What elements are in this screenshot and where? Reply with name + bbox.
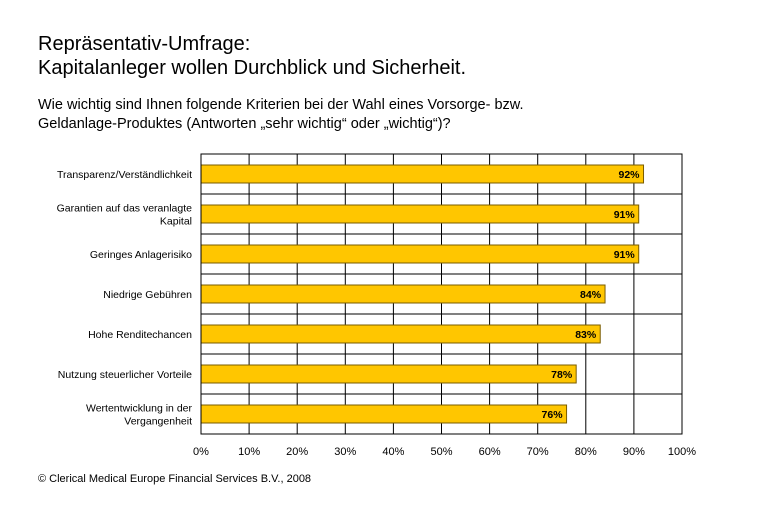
- x-tick-label: 20%: [286, 446, 308, 458]
- category-label: Geringes Anlagerisiko: [90, 249, 192, 261]
- category-label: Vergangenheit: [124, 416, 192, 428]
- plot-border: [200, 153, 683, 435]
- bar: [200, 244, 640, 264]
- bar-value-label: 78%: [551, 369, 573, 381]
- x-tick-label: 40%: [382, 446, 404, 458]
- category-label: Garantien auf das veranlagte: [57, 203, 193, 215]
- category-label: Nutzung steuerlicher Vorteile: [58, 369, 192, 381]
- title-line-2: Kapitalanleger wollen Durchblick und Sic…: [38, 57, 467, 79]
- subtitle-line-2: Geldanlage-Produktes (Antworten „sehr wi…: [38, 116, 451, 132]
- x-tick-label: 70%: [527, 446, 549, 458]
- x-tick-label: 60%: [479, 446, 501, 458]
- category-label: Transparenz/Verständlichkeit: [57, 169, 192, 181]
- category-label: Wertentwicklung in der: [86, 403, 193, 415]
- subtitle-line-1: Wie wichtig sind Ihnen folgende Kriterie…: [38, 97, 524, 113]
- bar: [200, 204, 640, 224]
- x-tick-label: 50%: [430, 446, 452, 458]
- bar-value-label: 76%: [542, 409, 564, 421]
- x-tick-label: 80%: [575, 446, 597, 458]
- chart-subtitle: Wie wichtig sind Ihnen folgende Kriterie…: [38, 96, 523, 134]
- copyright-footer: © Clerical Medical Europe Financial Serv…: [38, 473, 312, 485]
- x-tick-label: 0%: [193, 446, 209, 458]
- bar-value-label: 92%: [619, 169, 641, 181]
- title-line-1: Repräsentativ-Umfrage:: [38, 33, 251, 55]
- bar: [200, 164, 645, 184]
- category-label: Niedrige Gebühren: [103, 289, 192, 301]
- bar-value-label: 91%: [614, 249, 636, 261]
- x-tick-label: 90%: [623, 446, 645, 458]
- category-label: Kapital: [160, 216, 192, 228]
- category-label: Hohe Renditechancen: [88, 329, 192, 341]
- bar: [200, 404, 568, 424]
- x-tick-label: 10%: [238, 446, 260, 458]
- bar: [200, 284, 606, 304]
- chart-title: Repräsentativ-Umfrage: Kapitalanleger wo…: [38, 32, 466, 80]
- x-tick-label: 100%: [668, 446, 696, 458]
- bar: [200, 324, 601, 344]
- bar-value-label: 84%: [580, 289, 602, 301]
- bar-value-label: 91%: [614, 209, 636, 221]
- x-tick-label: 30%: [334, 446, 356, 458]
- bar: [200, 364, 577, 384]
- bar-value-label: 83%: [575, 329, 597, 341]
